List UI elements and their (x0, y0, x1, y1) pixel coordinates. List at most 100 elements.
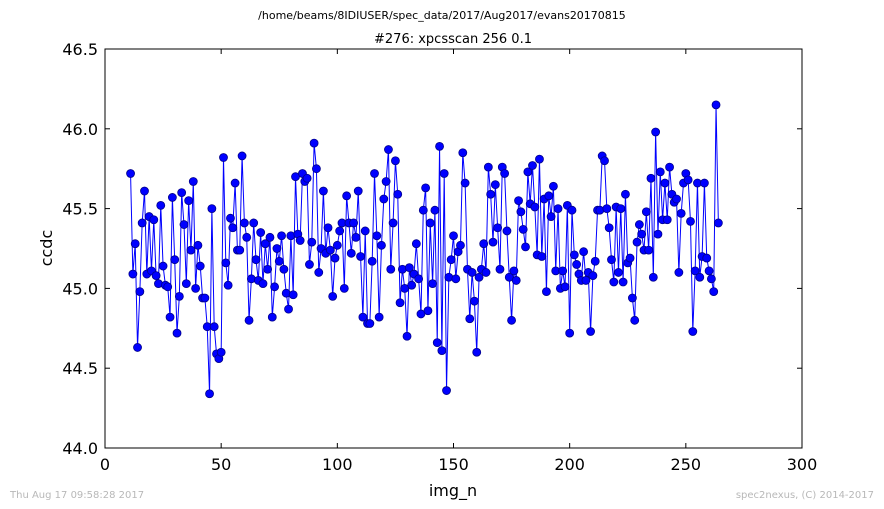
data-point (604, 223, 614, 233)
data-point (351, 232, 361, 242)
data-point (423, 306, 433, 316)
data-point (646, 173, 656, 183)
data-point (165, 312, 175, 322)
data-point (713, 218, 723, 228)
data-point (688, 327, 698, 336)
data-point (242, 232, 252, 242)
data-point (702, 253, 712, 263)
data-file-path: /home/beams/8IDIUSER/spec_data/2017/Aug2… (258, 9, 626, 22)
data-point (537, 252, 547, 261)
data-point (309, 138, 319, 148)
data-point (651, 127, 661, 137)
data-point (565, 328, 575, 338)
data-point (507, 315, 516, 325)
data-point (395, 298, 405, 308)
data-point (467, 268, 477, 277)
data-point (133, 343, 142, 352)
data-point (260, 239, 270, 249)
x-tick-label: 300 (787, 455, 818, 474)
data-point (244, 315, 254, 325)
data-point (346, 248, 356, 258)
data-point (432, 338, 442, 348)
data-point (655, 167, 665, 177)
data-point (349, 218, 359, 228)
data-point (216, 347, 226, 357)
data-point (609, 277, 619, 287)
data-point (274, 256, 284, 266)
data-point (569, 250, 579, 260)
data-point (335, 226, 345, 236)
footer-credit: spec2nexus, (C) 2014-2017 (736, 490, 874, 501)
data-point (579, 247, 589, 257)
data-point (195, 261, 205, 271)
data-point (302, 173, 312, 183)
data-point (384, 145, 393, 154)
data-point (265, 232, 275, 242)
data-point (402, 331, 412, 341)
data-point (270, 282, 280, 292)
data-point (449, 231, 458, 241)
data-point (662, 215, 672, 225)
x-tick-label: 0 (100, 455, 110, 474)
data-point (277, 231, 286, 241)
data-point (672, 194, 681, 204)
data-point (509, 266, 519, 276)
data-point (372, 231, 382, 241)
data-point (323, 223, 333, 233)
data-point (356, 252, 365, 261)
data-point (249, 218, 259, 228)
data-point (209, 322, 219, 332)
data-point (521, 242, 530, 252)
data-point (634, 220, 644, 229)
y-tick-label: 46.5 (62, 40, 98, 59)
y-tick-label: 45.5 (62, 200, 98, 219)
data-point (451, 274, 461, 284)
data-point (458, 148, 468, 158)
data-point (135, 287, 145, 296)
data-point (465, 314, 475, 324)
data-point (307, 237, 317, 247)
data-point (181, 279, 191, 289)
data-point (381, 177, 391, 186)
data-point (386, 264, 396, 274)
data-point (230, 178, 240, 188)
data-point (156, 201, 166, 210)
data-point (158, 261, 168, 271)
data-point (235, 245, 245, 255)
data-point (370, 169, 379, 178)
data-point (653, 229, 663, 239)
data-point (479, 239, 489, 249)
data-point (590, 256, 600, 266)
data-point (528, 161, 537, 170)
data-point (442, 386, 451, 395)
footer-timestamp: Thu Aug 17 09:58:28 2017 (9, 490, 144, 501)
data-point (495, 264, 505, 274)
data-point (706, 274, 716, 284)
y-tick-label: 46.0 (62, 120, 98, 139)
data-point (674, 268, 684, 277)
data-point (367, 256, 377, 266)
data-point (411, 239, 421, 249)
data-point (560, 282, 570, 292)
data-point (342, 191, 352, 201)
data-point (170, 255, 180, 265)
y-tick-label: 44.5 (62, 359, 98, 378)
data-point (632, 237, 642, 247)
data-point (137, 218, 147, 228)
data-point (686, 216, 695, 226)
y-axis-label: ccdc (37, 230, 56, 267)
data-point (221, 258, 231, 268)
data-point (318, 186, 328, 196)
data-point (549, 181, 558, 191)
data-point (588, 271, 598, 281)
data-point (174, 291, 184, 301)
data-point (472, 347, 482, 357)
data-point (546, 212, 556, 221)
data-point (267, 312, 277, 322)
data-point (284, 304, 293, 314)
data-point (407, 280, 417, 290)
data-point (391, 156, 400, 166)
y-tick-label: 45.0 (62, 279, 98, 298)
data-point (207, 204, 217, 214)
